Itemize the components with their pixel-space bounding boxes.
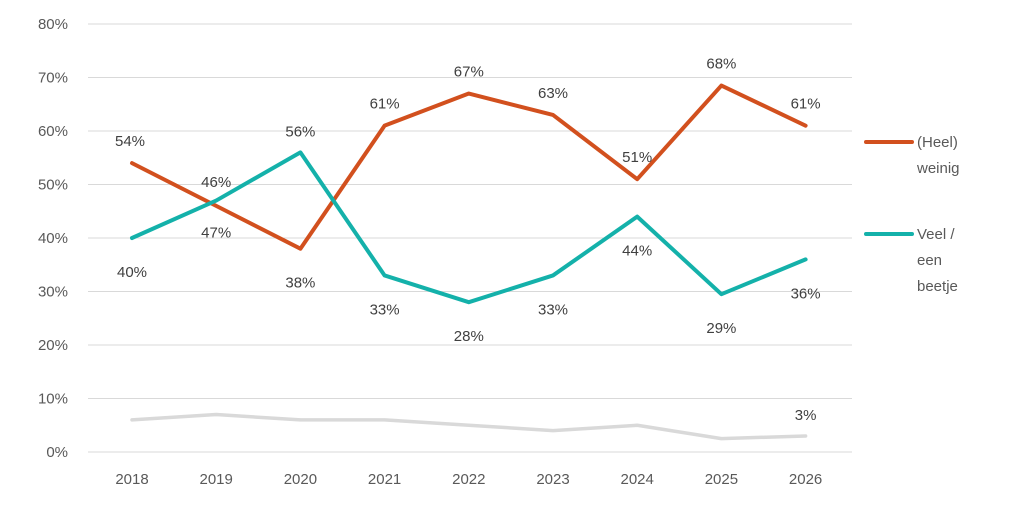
x-tick-label: 2019 (200, 471, 233, 488)
series-line-veel-een-beetje (130, 150, 808, 305)
series-lines (130, 83, 808, 441)
data-label: 51% (622, 149, 652, 166)
data-label: 33% (538, 301, 568, 318)
data-label: 67% (454, 64, 484, 81)
series-line-other (130, 412, 808, 441)
data-label: 63% (538, 85, 568, 102)
series-line-heel-weinig (130, 83, 808, 251)
y-tick-label: 30% (38, 284, 68, 301)
data-label: 3% (795, 407, 817, 424)
data-label: 47% (201, 225, 231, 242)
x-tick-label: 2020 (284, 471, 317, 488)
data-label: 28% (454, 328, 484, 345)
legend-entry: Veel / een beetje (917, 226, 958, 295)
data-label: 36% (791, 285, 821, 302)
data-label: 33% (370, 301, 400, 318)
y-tick-label: 80% (38, 16, 68, 33)
y-tick-label: 10% (38, 391, 68, 408)
data-label: 46% (201, 174, 231, 191)
x-axis-ticks: 2018 2019 2020 2021 2022 2023 2024 2025 2026 (115, 471, 822, 488)
x-tick-label: 2021 (368, 471, 401, 488)
data-label: 54% (115, 133, 145, 150)
y-tick-label: 20% (38, 337, 68, 354)
data-labels: 54% 46% 38% 61% 67% 63% 51% 68% 61% 40% 47% 56% 33% 2… (115, 56, 821, 424)
data-label: 38% (285, 275, 315, 292)
data-label: 29% (706, 320, 736, 337)
y-tick-label: 60% (38, 123, 68, 140)
y-tick-label: 70% (38, 70, 68, 87)
legend: (Heel) weinig Veel / een beetje (864, 134, 960, 295)
x-tick-label: 2018 (115, 471, 148, 488)
data-label: 61% (370, 96, 400, 113)
data-label: 61% (791, 96, 821, 113)
data-label: 44% (622, 243, 652, 260)
y-tick-label: 0% (46, 444, 68, 461)
gridlines (88, 23, 852, 453)
x-tick-label: 2025 (705, 471, 738, 488)
x-tick-label: 2024 (621, 471, 654, 488)
x-tick-label: 2023 (536, 471, 569, 488)
legend-entry: (Heel) weinig (916, 134, 960, 177)
y-tick-label: 50% (38, 177, 68, 194)
data-label: 56% (285, 123, 315, 140)
y-tick-label: 40% (38, 230, 68, 247)
x-tick-label: 2022 (452, 471, 485, 488)
x-tick-label: 2026 (789, 471, 822, 488)
data-label: 68% (706, 56, 736, 73)
y-axis-ticks: 0% 10% 20% 30% 40% 50% 60% 70% 80% (38, 16, 68, 461)
data-label: 40% (117, 264, 147, 281)
